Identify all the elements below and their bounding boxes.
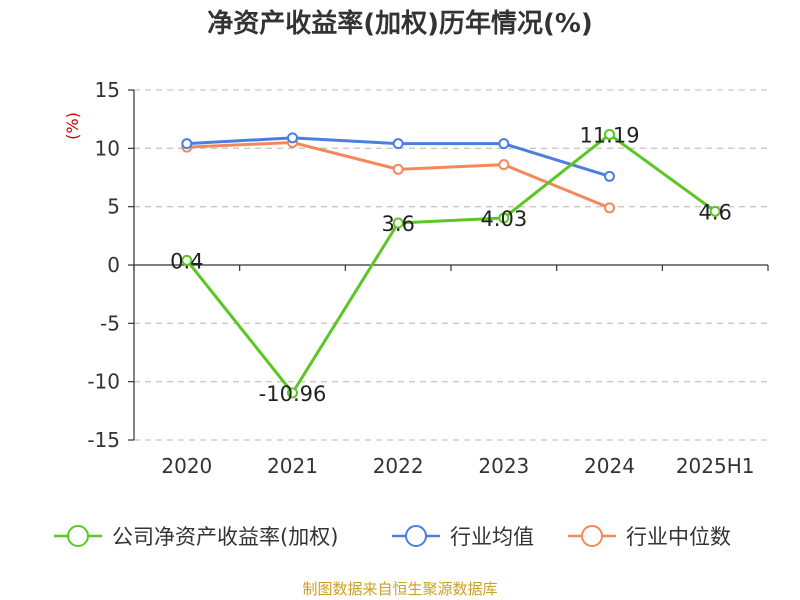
legend-item: 公司净资产收益率(加权) — [54, 525, 338, 549]
series-line — [186, 141, 611, 210]
series-group — [181, 132, 615, 182]
x-tick-label: 2025H1 — [676, 454, 755, 478]
x-tick-label: 2022 — [373, 454, 424, 478]
axes: 15 10 5 0 -5 -10 -15 2020 2021 2022 2023 2024 2025H1 — [87, 78, 769, 478]
x-tick-label: 2021 — [267, 454, 318, 478]
data-labels: 0.4 -10.96 3.6 4.03 11.19 4.6 — [170, 123, 732, 405]
series-point — [604, 202, 615, 214]
series-point — [392, 217, 404, 229]
chart-title: 净资产收益率(加权)历年情况(%) — [207, 8, 593, 39]
series-point — [498, 212, 510, 224]
series-point — [181, 138, 193, 150]
x-tick-label: 2024 — [584, 454, 635, 478]
series-point — [181, 254, 193, 266]
series-point — [498, 138, 510, 150]
y-tick-label: 0 — [107, 253, 120, 277]
legend-marker-icon — [581, 525, 603, 547]
y-tick-label: 15 — [95, 78, 120, 102]
series-point — [392, 163, 404, 175]
legend-item: 行业中位数 — [568, 525, 731, 549]
y-axis-unit-label: (%) — [63, 112, 82, 140]
series-point — [287, 387, 298, 399]
x-tick-label: 2020 — [161, 454, 212, 478]
y-tick-label: -15 — [87, 428, 120, 452]
data-label: 0.4 — [170, 249, 203, 273]
series-group — [181, 128, 721, 399]
data-label: 11.19 — [579, 123, 639, 147]
series-point — [287, 132, 298, 144]
legend-label: 公司净资产收益率(加权) — [112, 525, 338, 549]
series-point — [604, 128, 615, 140]
legend-marker-icon — [67, 525, 89, 547]
legend-marker-icon — [405, 525, 427, 547]
y-tick-label: 10 — [95, 136, 120, 160]
legend-label: 行业均值 — [450, 525, 534, 549]
source-footnote: 制图数据来自恒生聚源数据库 — [302, 580, 497, 598]
y-tick-label: 5 — [107, 195, 120, 219]
data-label: 3.6 — [381, 212, 414, 236]
x-tick-label: 2023 — [478, 454, 529, 478]
legend-label: 行业中位数 — [626, 525, 731, 549]
series-point — [709, 205, 721, 217]
data-label: -10.96 — [259, 382, 327, 406]
series-point — [604, 170, 615, 182]
series-point — [498, 159, 510, 171]
legend: 公司净资产收益率(加权) 行业均值 行业中位数 — [54, 525, 731, 549]
y-tick-label: -5 — [100, 311, 120, 335]
series-lines — [181, 128, 721, 399]
series-line — [185, 132, 717, 395]
y-tick-label: -10 — [87, 370, 120, 394]
data-label: 4.03 — [480, 207, 527, 231]
series-point — [392, 138, 404, 150]
data-label: 4.6 — [698, 200, 731, 224]
grid-lines — [134, 89, 768, 441]
legend-item: 行业均值 — [392, 525, 534, 549]
